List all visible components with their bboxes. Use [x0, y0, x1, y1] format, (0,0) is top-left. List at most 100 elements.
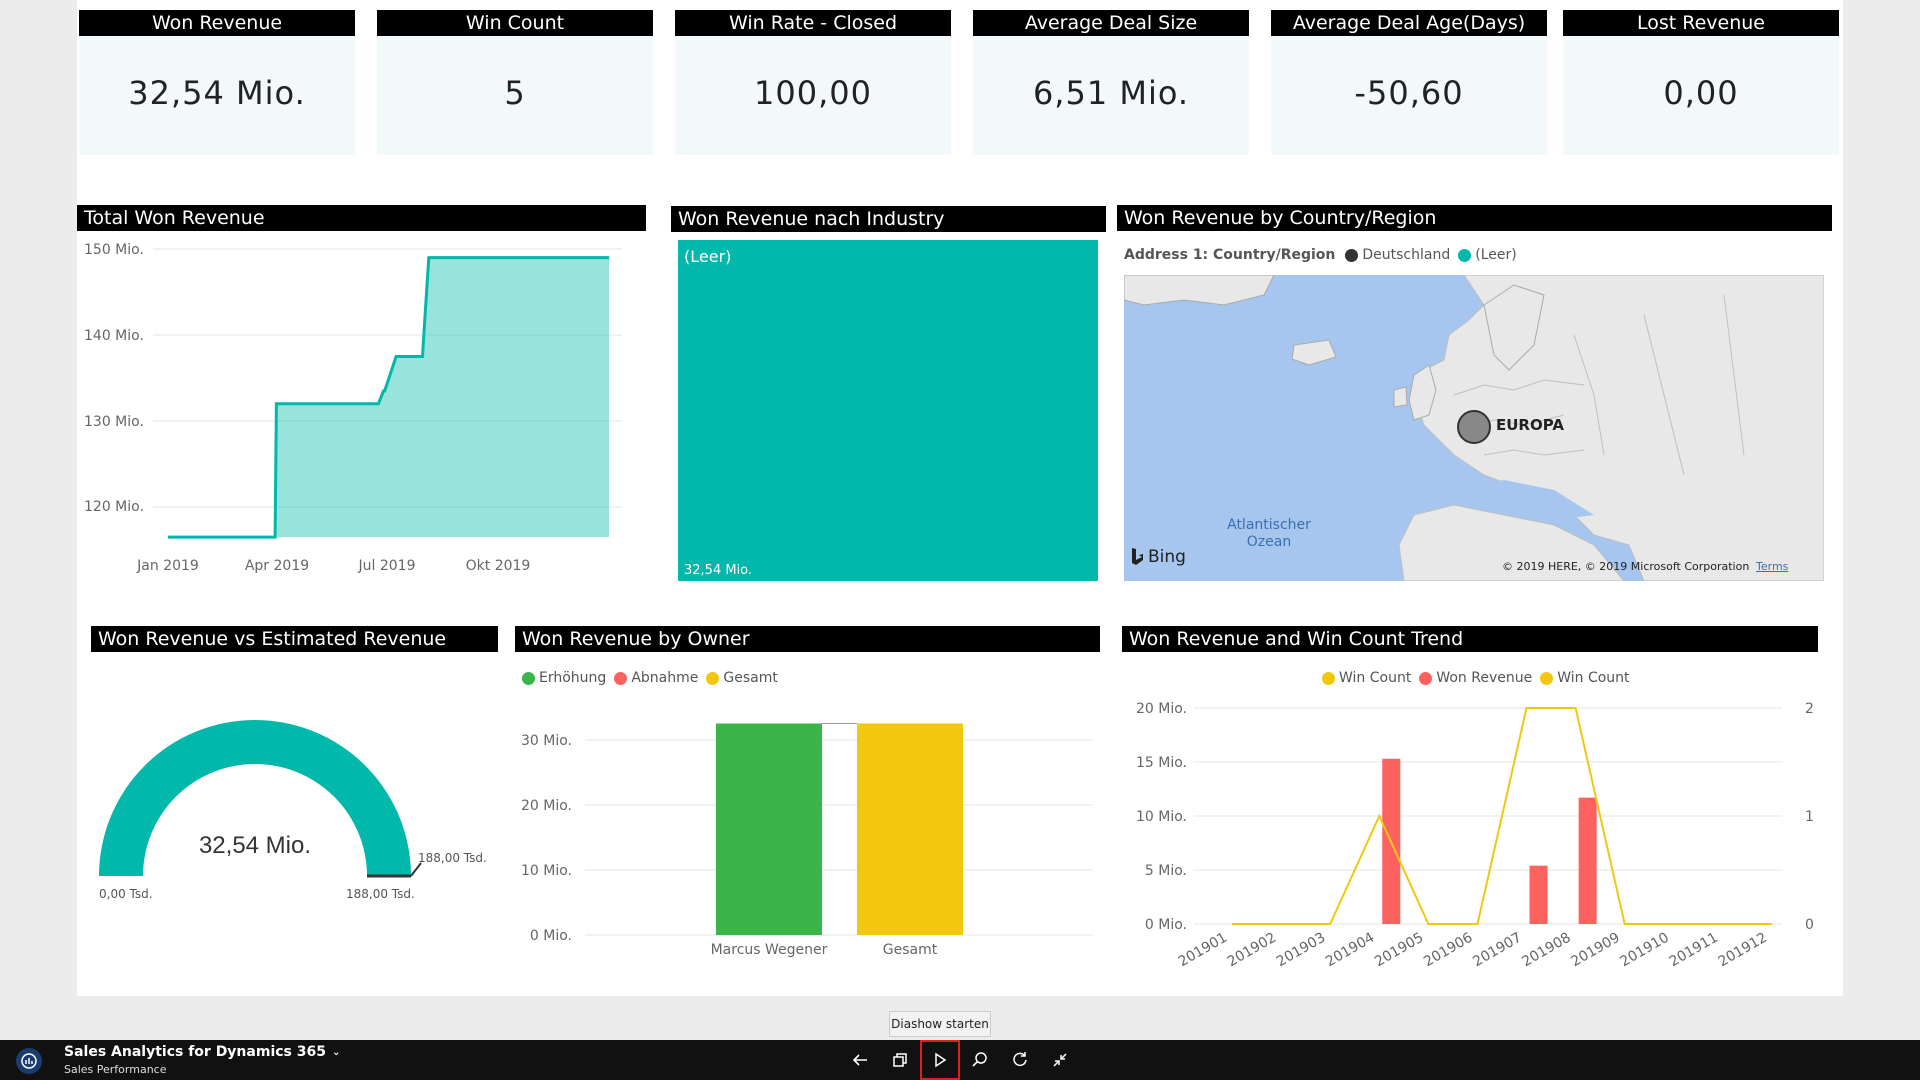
gauge-value: 32,54 Mio.: [199, 832, 311, 859]
x-tick-label: 201907: [1470, 930, 1524, 971]
won-revenue-bar[interactable]: [1529, 865, 1548, 924]
map-legend-item[interactable]: (Leer): [1475, 247, 1517, 263]
trend-combo-chart[interactable]: 20 Mio. 15 Mio. 10 Mio. 5 Mio. 0 Mio. 2 1 0 2019…: [1122, 700, 1822, 980]
focus-button[interactable]: [960, 1040, 1000, 1080]
exit-fullscreen-button[interactable]: [1040, 1040, 1080, 1080]
legend-item-win-count[interactable]: Win Count: [1557, 670, 1630, 686]
x-tick-label: Marcus Wegener: [711, 942, 828, 958]
report-subtitle: Sales Performance: [64, 1063, 167, 1076]
x-tick-label: 201904: [1323, 930, 1377, 971]
y-tick-label: 20 Mio.: [1136, 701, 1187, 717]
y-tick-label: 20 Mio.: [521, 798, 572, 814]
kpi-title: Lost Revenue: [1563, 10, 1839, 36]
gauge-min-label: 0,00 Tsd.: [99, 887, 153, 901]
legend-item-win-count[interactable]: Win Count: [1339, 670, 1412, 686]
x-tick-label: 201905: [1372, 930, 1426, 971]
owner-title: Won Revenue by Owner: [515, 626, 1100, 652]
map-view[interactable]: EUROPA Atlantischer Ozean Bing © 2019 HE…: [1124, 275, 1824, 581]
bar-gesamt[interactable]: [857, 723, 963, 935]
legend-dot: [1419, 671, 1433, 685]
x-tick-label: Jul 2019: [358, 558, 416, 574]
x-tick-label: 201906: [1421, 930, 1475, 971]
country-title: Won Revenue by Country/Region: [1117, 205, 1832, 231]
app-icon[interactable]: [16, 1048, 42, 1074]
kpi-card-average-deal-size[interactable]: Average Deal Size 6,51 Mio.: [973, 10, 1249, 155]
treemap-tile[interactable]: (Leer) 32,54 Mio.: [678, 240, 1098, 581]
industry-title: Won Revenue nach Industry: [671, 206, 1106, 232]
kpi-card-won-revenue[interactable]: Won Revenue 32,54 Mio.: [79, 10, 355, 155]
map-bubble-deutschland[interactable]: [1457, 410, 1491, 444]
refresh-icon: [1013, 1052, 1027, 1067]
kpi-card-average-deal-age[interactable]: Average Deal Age(Days) -50,60: [1271, 10, 1547, 155]
y2-tick-label: 2: [1805, 701, 1814, 717]
treemap-tile-label: (Leer): [684, 247, 732, 266]
slideshow-button[interactable]: [920, 1040, 960, 1080]
kpi-title: Won Revenue: [79, 10, 355, 36]
x-tick-label: 201912: [1716, 930, 1770, 971]
map-legend-item[interactable]: Deutschland: [1362, 247, 1451, 263]
y-tick-label: 10 Mio.: [1136, 809, 1187, 825]
bing-logo: Bing: [1130, 547, 1186, 567]
map-copyright: © 2019 HERE, © 2019 Microsoft Corporatio…: [1502, 560, 1750, 573]
treemap-tile-value: 32,54 Mio.: [684, 563, 753, 578]
win-count-line: [1232, 707, 1772, 925]
arrow-left-icon: [852, 1054, 867, 1066]
legend-dot: [706, 671, 720, 685]
search-icon: [972, 1052, 987, 1067]
legend-item-gesamt[interactable]: Gesamt: [723, 670, 778, 686]
kpi-card-win-rate[interactable]: Win Rate - Closed 100,00: [675, 10, 951, 155]
x-tick-label: 201910: [1618, 930, 1672, 971]
kpi-card-win-count[interactable]: Win Count 5: [377, 10, 653, 155]
legend-dot: [614, 671, 628, 685]
kpi-value: 100,00: [754, 74, 872, 112]
slideshow-tooltip: Diashow starten: [889, 1011, 991, 1037]
analytics-icon: [21, 1053, 37, 1069]
kpi-title: Win Count: [377, 10, 653, 36]
map-terms-link[interactable]: Terms: [1756, 560, 1789, 573]
won-revenue-bar[interactable]: [1578, 797, 1597, 924]
minimize-icon: [1053, 1053, 1067, 1067]
legend-item-erhoehung[interactable]: Erhöhung: [539, 670, 607, 686]
y2-tick-label: 1: [1805, 809, 1814, 825]
x-tick-label: 201908: [1519, 930, 1573, 971]
y-tick-label: 120 Mio.: [84, 499, 144, 515]
refresh-button[interactable]: [1000, 1040, 1040, 1080]
total-won-revenue-chart[interactable]: 150 Mio. 140 Mio. 130 Mio. 120 Mio. Jan …: [77, 232, 646, 582]
x-tick-label: Okt 2019: [466, 558, 531, 574]
legend-dot: [1322, 671, 1335, 685]
gauge-max-label: 188,00 Tsd.: [346, 887, 415, 901]
owner-waterfall-chart[interactable]: 30 Mio. 20 Mio. 10 Mio. 0 Mio. Marcus Wegene…: [515, 700, 1100, 970]
x-tick-label: 201909: [1568, 930, 1622, 971]
copy-icon: [893, 1053, 907, 1067]
area-line: [168, 256, 609, 539]
chevron-down-icon: ⌄: [331, 1046, 341, 1058]
x-tick-label: 201901: [1176, 930, 1230, 971]
back-button[interactable]: [840, 1040, 880, 1080]
x-tick-label: Jan 2019: [136, 558, 199, 574]
x-tick-label: 201902: [1225, 930, 1279, 971]
taskbar: Sales Analytics for Dynamics 365 ⌄ Sales…: [0, 1040, 1920, 1080]
legend-item-abnahme[interactable]: Abnahme: [631, 670, 699, 686]
kpi-title: Average Deal Age(Days): [1271, 10, 1547, 36]
map-legend: Address 1: Country/Region Deutschland (L…: [1124, 247, 1517, 263]
duplicate-button[interactable]: [880, 1040, 920, 1080]
kpi-card-lost-revenue[interactable]: Lost Revenue 0,00: [1563, 10, 1839, 155]
x-tick-label: Gesamt: [883, 942, 938, 958]
legend-item-won-revenue[interactable]: Won Revenue: [1436, 670, 1533, 686]
y-tick-label: 130 Mio.: [84, 414, 144, 430]
app-title: Sales Analytics for Dynamics 365: [64, 1044, 326, 1060]
kpi-title: Average Deal Size: [973, 10, 1249, 36]
gauge-fill: [99, 720, 411, 876]
gauge-chart[interactable]: 32,54 Mio. 0,00 Tsd. 188,00 Tsd. 188,00 …: [91, 700, 498, 910]
map-bubble-layer: [1457, 410, 1491, 444]
play-icon: [935, 1052, 947, 1068]
owner-legend: Erhöhung Abnahme Gesamt: [522, 670, 778, 686]
kpi-value: 32,54 Mio.: [128, 74, 306, 112]
app-title-dropdown[interactable]: Sales Analytics for Dynamics 365 ⌄: [64, 1044, 340, 1060]
bar-marcus-wegener[interactable]: [716, 723, 822, 935]
gauge-target-label: 188,00 Tsd.: [418, 851, 487, 865]
kpi-value: 6,51 Mio.: [1032, 74, 1190, 112]
y-tick-label: 150 Mio.: [84, 242, 144, 258]
trend-legend: Win Count Won Revenue Win Count: [1322, 670, 1630, 686]
map-background: [1124, 275, 1824, 581]
